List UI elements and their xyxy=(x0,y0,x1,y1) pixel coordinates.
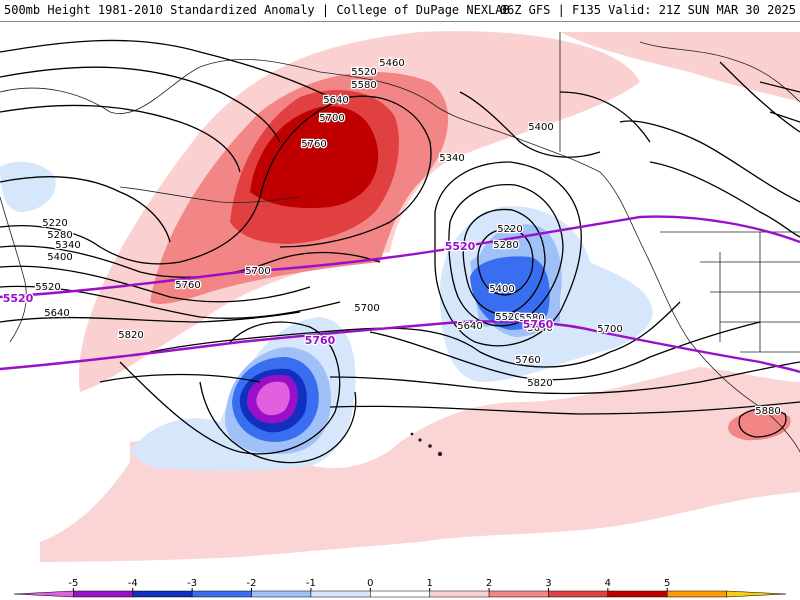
reference-contour-label: 5760 xyxy=(305,334,336,347)
height-contour-label: 5400 xyxy=(528,122,553,133)
height-contour-label: 5340 xyxy=(439,153,464,164)
height-contour-label: 5760 xyxy=(175,280,200,291)
colorbar-tick-label: 2 xyxy=(486,578,492,589)
height-contour-label: 5700 xyxy=(597,324,622,335)
negative-anomaly-strong xyxy=(232,256,550,442)
colorbar-tick-label: -1 xyxy=(306,578,316,589)
colorbar-swatch xyxy=(666,590,727,598)
colorbar-swatch xyxy=(726,590,787,598)
height-contour-label: 5640 xyxy=(323,95,348,106)
anomaly-map: 5460552055805640570057605400534052205280… xyxy=(0,22,800,575)
height-contour-label: 5280 xyxy=(493,240,518,251)
colorbar-tick-label: -5 xyxy=(68,578,78,589)
colorbar-swatch xyxy=(429,590,490,598)
height-contour-label: 5280 xyxy=(47,230,72,241)
height-contour-label: 5580 xyxy=(519,313,544,324)
height-labels: 5460552055805640570057605400534052205280… xyxy=(34,57,782,419)
colorbar-swatch xyxy=(548,590,609,598)
height-contour-label: 5340 xyxy=(55,240,80,251)
height-contour-label: 5220 xyxy=(42,218,67,229)
height-contour-label: 5400 xyxy=(489,284,514,295)
colorbar-swatch xyxy=(73,590,134,598)
model-valid-time: 06Z GFS | F135 Valid: 21Z SUN MAR 30 202… xyxy=(499,3,796,17)
colorbar-swatches xyxy=(13,590,787,598)
height-contour-label: 5700 xyxy=(245,266,270,277)
height-contour-label: 5640 xyxy=(457,321,482,332)
height-contour-label: 5700 xyxy=(319,113,344,124)
positive-anomaly-max xyxy=(250,106,379,209)
height-contour-label: 5220 xyxy=(497,224,522,235)
reference-contour-label: 5760 xyxy=(523,318,554,331)
colorbar-tick-label: 3 xyxy=(545,578,551,589)
colorbar-swatch xyxy=(488,590,549,598)
colorbar-tick-label: 4 xyxy=(605,578,611,589)
colorbar-tick-label: -4 xyxy=(128,578,138,589)
colorbar-tick-label: 0 xyxy=(367,578,373,589)
height-contour-label: 5640 xyxy=(44,308,69,319)
map-title: 500mb Height 1981-2010 Standardized Anom… xyxy=(4,3,510,17)
colorbar-swatch xyxy=(370,590,430,598)
reference-contour-label: 5520 xyxy=(445,240,476,253)
height-contour-label: 5820 xyxy=(118,330,143,341)
height-contour-label: 5520 xyxy=(35,282,60,293)
hawaii-islands xyxy=(410,432,443,457)
map-header: 500mb Height 1981-2010 Standardized Anom… xyxy=(0,0,800,22)
colorbar-swatch xyxy=(132,590,193,598)
colorbar-tick-label: 1 xyxy=(427,578,433,589)
colorbar-tick-label: -3 xyxy=(187,578,197,589)
height-contour-label: 5760 xyxy=(301,139,326,150)
colorbar-tick-label: -2 xyxy=(247,578,257,589)
height-contour-label: 5640 xyxy=(527,323,552,334)
height-contour-label: 5700 xyxy=(354,303,379,314)
colorbar-ticks: -5 -4 -3 -2 -1 0 1 2 3 4 5 xyxy=(68,578,670,591)
height-contour-label: 5880 xyxy=(755,406,780,417)
height-contour-label: 5820 xyxy=(527,378,552,389)
reference-contour-label: 5520 xyxy=(3,292,34,305)
colorbar-swatch xyxy=(607,590,668,598)
height-contour-label: 5460 xyxy=(379,58,404,69)
height-contour-label: 5520 xyxy=(495,312,520,323)
colorbar-tick-label: 5 xyxy=(664,578,670,589)
anomaly-colorbar: -5 -4 -3 -2 -1 0 1 2 3 4 5 xyxy=(0,575,800,600)
colorbar-swatch xyxy=(191,590,252,598)
reference-contours xyxy=(0,215,800,374)
height-contour-label: 5520 xyxy=(351,67,376,78)
colorbar-swatch xyxy=(251,590,312,598)
height-contour-label: 5760 xyxy=(515,355,540,366)
height-contour-label: 5580 xyxy=(351,80,376,91)
colorbar-swatch xyxy=(13,590,74,598)
height-contour-label: 5400 xyxy=(47,252,72,263)
colorbar-swatch xyxy=(310,590,371,598)
